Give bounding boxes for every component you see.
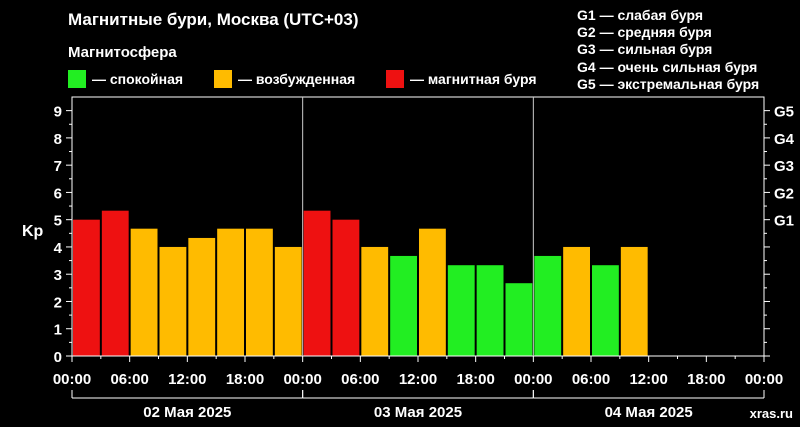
legend-label-active: — возбужденная	[238, 71, 356, 87]
y-tick-label: 8	[54, 131, 62, 148]
day-label: 04 Мая 2025	[605, 404, 693, 421]
x-tick-label: 18:00	[226, 371, 264, 388]
kp-bar	[390, 255, 417, 356]
legend-label-storm: — магнитная буря	[410, 71, 537, 87]
legend-swatch-storm	[386, 70, 404, 88]
x-tick-label: 06:00	[572, 371, 610, 388]
x-tick-label: 00:00	[745, 371, 783, 388]
kp-bar	[303, 210, 331, 356]
y-tick-label: 0	[54, 349, 62, 366]
x-tick-label: 00:00	[514, 371, 552, 388]
legend-swatch-active	[214, 70, 232, 88]
y-tick-label: 6	[54, 185, 62, 202]
kp-bar	[246, 228, 273, 356]
x-tick-label: 06:00	[110, 371, 148, 388]
kp-bar	[505, 283, 533, 356]
kp-bar	[159, 246, 187, 356]
y-tick-label: 7	[54, 158, 62, 175]
g-tick-label: G1	[774, 213, 794, 230]
kp-bar	[101, 210, 129, 356]
kp-bar	[274, 246, 302, 356]
y-tick-label: 4	[54, 240, 63, 257]
kp-bar	[217, 228, 244, 356]
g-tick-label: G5	[774, 104, 794, 121]
x-tick-label: 12:00	[629, 371, 667, 388]
day-label: 02 Мая 2025	[143, 404, 231, 421]
legend-item-active: — возбужденная	[214, 70, 355, 88]
y-tick-label: 2	[54, 294, 62, 311]
legend-swatch-quiet	[68, 70, 86, 88]
y-tick-label: 3	[54, 267, 62, 284]
kp-bar	[563, 246, 590, 356]
kp-bar	[188, 237, 216, 356]
y-tick-label: 5	[54, 213, 62, 230]
kp-bar	[447, 265, 475, 356]
kp-bar	[419, 228, 446, 356]
day-label: 03 Мая 2025	[374, 404, 462, 421]
g-scale-legend: G1 — слабая буря G2 — средняя буря G3 — …	[577, 7, 759, 93]
g-scale-item-g2: G2 — средняя буря	[577, 24, 712, 41]
g-scale-item-g3: G3 — сильная буря	[577, 41, 713, 58]
kp-bar	[592, 265, 619, 356]
kp-bar	[476, 265, 504, 356]
y-axis-label: Kp	[22, 223, 44, 240]
x-tick-label: 18:00	[687, 371, 725, 388]
x-tick-label: 00:00	[283, 371, 321, 388]
g-scale-item-g5: G5 — экстремальная буря	[577, 75, 760, 92]
magnetosphere-subtitle: Магнитосфера	[68, 44, 177, 61]
kp-bar	[620, 246, 648, 356]
g-tick-label: G2	[774, 185, 794, 202]
x-tick-label: 00:00	[53, 371, 91, 388]
kp-bar	[361, 246, 389, 356]
legend-item-storm: — магнитная буря	[386, 70, 537, 88]
g-tick-label: G3	[774, 158, 794, 175]
x-tick-label: 12:00	[168, 371, 206, 388]
kp-bar	[332, 219, 360, 356]
x-tick-label: 06:00	[341, 371, 379, 388]
kp-bar	[73, 219, 100, 356]
y-tick-label: 1	[54, 322, 62, 339]
legend-item-quiet: — спокойная	[68, 70, 183, 88]
watermark: xras.ru	[750, 406, 793, 421]
chart-title: Магнитные бури, Москва (UTC+03)	[68, 10, 359, 29]
kp-bar	[130, 228, 158, 356]
y-tick-label: 9	[54, 104, 62, 121]
g-tick-label: G4	[774, 131, 795, 148]
legend-label-quiet: — спокойная	[92, 71, 184, 87]
x-tick-label: 12:00	[399, 371, 437, 388]
g-scale-item-g4: G4 — очень сильная буря	[577, 58, 758, 75]
x-tick-label: 18:00	[456, 371, 494, 388]
g-scale-item-g1: G1 — слабая буря	[577, 7, 704, 23]
kp-bar	[534, 255, 562, 356]
